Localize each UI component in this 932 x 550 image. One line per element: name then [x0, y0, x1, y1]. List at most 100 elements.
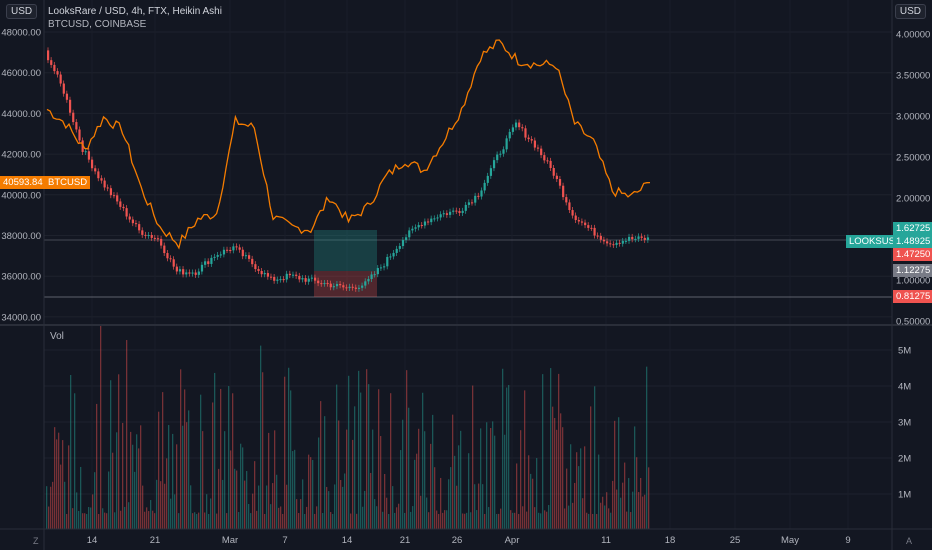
candle-body	[398, 246, 401, 249]
candle-body	[285, 273, 288, 280]
volume-bar	[418, 428, 420, 529]
volume-bar	[270, 504, 272, 529]
candle-body	[156, 238, 160, 240]
candle-body	[467, 202, 471, 205]
candle-body	[175, 266, 178, 272]
candle-body	[235, 246, 238, 248]
volume-bar	[316, 506, 318, 529]
volume-bar	[434, 467, 436, 529]
volume-bar	[366, 369, 368, 529]
volume-bar	[436, 510, 438, 529]
volume-bar	[404, 512, 406, 529]
volume-bar	[314, 513, 316, 529]
volume-bar	[382, 511, 384, 529]
volume-bar	[336, 384, 338, 529]
candle-body	[153, 237, 156, 239]
volume-bar	[348, 375, 350, 529]
volume-bar	[66, 513, 68, 529]
candle-body	[392, 252, 395, 257]
volume-bar	[312, 460, 314, 529]
time-axis-label: 11	[601, 535, 611, 546]
zoom-toggle-icon[interactable]: Z	[33, 536, 39, 546]
volume-bar	[426, 497, 428, 529]
volume-bar	[246, 471, 248, 529]
compare-symbol[interactable]: BTCUSD, COINBASE	[48, 19, 147, 30]
volume-bar	[52, 481, 54, 529]
candle-body	[238, 247, 241, 250]
candle-body	[508, 131, 511, 139]
volume-bar	[48, 506, 50, 529]
candle-body	[288, 273, 292, 276]
vol-scale-label: 1M	[898, 490, 911, 501]
volume-bar	[82, 513, 84, 529]
volume-bar	[62, 440, 64, 529]
volume-bar	[134, 471, 136, 529]
left-currency-badge[interactable]: USD	[6, 4, 38, 19]
volume-bar	[470, 512, 472, 529]
volume-bar	[244, 480, 246, 529]
volume-bar	[438, 513, 440, 529]
volume-bar	[606, 492, 608, 529]
candle-body	[449, 211, 452, 215]
volume-bar	[334, 484, 336, 529]
left-scale-label: 40000.00	[1, 190, 41, 201]
volume-bar	[344, 473, 346, 529]
candle-body	[166, 253, 169, 259]
volume-bar	[268, 432, 270, 529]
volume-bar	[472, 385, 474, 529]
volume-bar	[194, 512, 196, 529]
volume-bar	[92, 494, 94, 529]
volume-bar	[432, 414, 434, 529]
volume-bar	[192, 513, 194, 529]
volume-bar	[530, 473, 532, 529]
symbol-title[interactable]: LooksRare / USD, 4h, FTX, Heikin Ashi	[48, 6, 222, 17]
volume-bar	[354, 406, 356, 529]
candle-body	[87, 151, 91, 160]
volume-bar	[260, 345, 262, 529]
volume-bar	[234, 468, 236, 529]
vol-scale-label: 4M	[898, 382, 911, 393]
volume-bar	[488, 507, 490, 529]
candle-body	[577, 220, 580, 222]
volume-bar	[410, 511, 412, 529]
volume-bar	[608, 508, 610, 529]
candle-body	[213, 256, 216, 258]
candle-body	[222, 249, 226, 255]
volume-bar	[558, 373, 560, 529]
volume-bar	[376, 506, 378, 529]
grid-lines	[44, 0, 892, 529]
candle-body	[477, 195, 480, 197]
volume-label[interactable]: Vol	[50, 331, 64, 342]
volume-bar	[492, 421, 494, 529]
candle-body	[78, 129, 81, 141]
volume-bar	[424, 431, 426, 529]
volume-bar	[182, 425, 184, 529]
candle-body	[226, 249, 229, 251]
volume-bar	[570, 444, 572, 529]
volume-bar	[280, 506, 282, 529]
right-scale-label: 3.50000	[896, 71, 930, 82]
volume-bar	[460, 430, 462, 529]
candle-body	[612, 244, 615, 246]
candle-body	[232, 246, 235, 251]
candle-body	[408, 230, 411, 238]
volume-bar	[386, 497, 388, 529]
volume-bar	[420, 495, 422, 529]
candle-body	[254, 264, 257, 270]
volume-bar	[614, 420, 616, 529]
right-currency-badge[interactable]: USD	[894, 4, 926, 19]
volume-bar	[88, 507, 90, 529]
candle-body	[90, 159, 94, 169]
volume-bar	[442, 512, 444, 529]
right-scale-label: 3.00000	[896, 112, 930, 123]
candle-body	[354, 287, 357, 289]
volume-bar	[412, 506, 414, 529]
volume-bar	[116, 432, 118, 529]
volume-bar	[532, 478, 534, 529]
candle-body	[276, 279, 279, 281]
volume-bar	[610, 512, 612, 529]
volume-bar	[398, 503, 400, 529]
auto-scale-icon[interactable]: A	[906, 536, 913, 546]
volume-bar	[560, 413, 562, 529]
